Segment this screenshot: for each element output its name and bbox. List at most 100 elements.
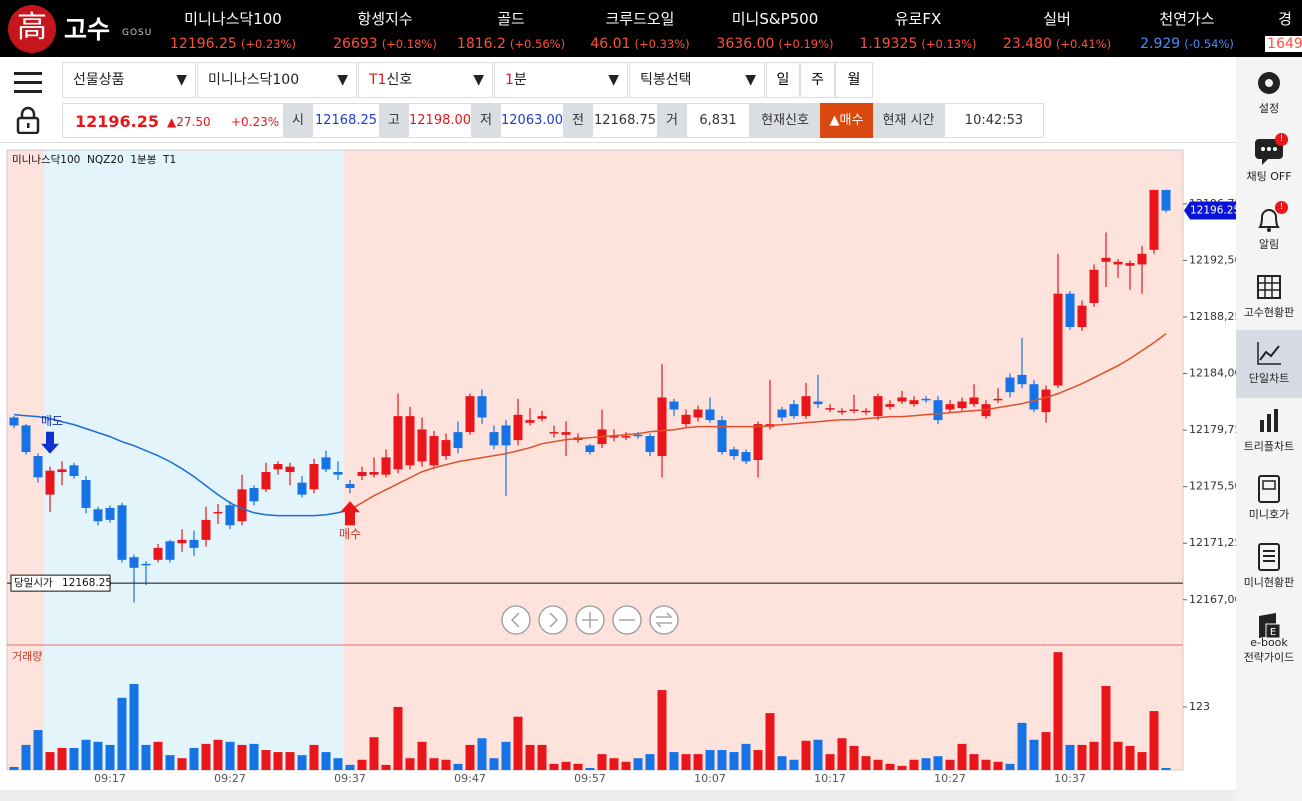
ticker-change: (+0.23%) — [240, 37, 296, 51]
candle-body — [189, 539, 199, 548]
volume-bar — [717, 750, 727, 770]
candle-body — [297, 482, 307, 495]
candle-body — [741, 452, 751, 462]
sidebar-item[interactable]: 미니현황판 — [1236, 534, 1302, 602]
field-label: 시 — [284, 103, 312, 138]
y-tick-label: 123 — [1189, 700, 1210, 713]
menu-icon[interactable] — [14, 70, 42, 94]
volume-bar — [417, 741, 427, 770]
ticker-name: 크루드오일 — [605, 10, 675, 28]
sidebar-label: 고수현황판 — [1243, 306, 1295, 319]
volume-bar — [117, 697, 127, 770]
ticker[interactable]: 미니S&P500 3636.00 (+0.19%) — [700, 0, 850, 57]
volume-bar — [777, 756, 787, 770]
ticker[interactable]: 경 1649 — [1210, 0, 1302, 57]
ticker[interactable]: 크루드오일 46.01 (+0.33%) — [565, 0, 715, 57]
dropdown[interactable]: T1신호 ▼ — [358, 62, 493, 98]
field-label: 저 — [472, 103, 500, 138]
period-button[interactable]: 일 — [766, 62, 800, 98]
candle-body — [549, 432, 559, 434]
ticker-quote: 1.19325 (+0.13%) — [843, 33, 993, 52]
volume-bar — [393, 706, 403, 770]
candle-body — [909, 400, 919, 405]
candle-body — [513, 414, 523, 441]
candle-body — [225, 505, 235, 526]
sidebar-item[interactable]: ! 알림 — [1236, 196, 1302, 264]
candle-body — [369, 472, 379, 475]
ticker[interactable]: 골드 1816.2 (+0.56%) — [436, 0, 586, 57]
candle-body — [669, 401, 679, 410]
sidebar-icon — [1254, 272, 1284, 302]
candle-body — [753, 424, 763, 461]
x-tick-label: 09:47 — [454, 772, 486, 785]
candle-body — [837, 410, 847, 413]
dropdown-arrow: ▼ — [608, 72, 619, 88]
candle-body — [957, 401, 967, 409]
ticker-price: 2.929 — [1140, 36, 1181, 52]
candle-body — [333, 472, 343, 475]
period-button[interactable]: 월 — [835, 62, 873, 98]
moving-average — [349, 333, 1167, 511]
candle-body — [897, 397, 907, 402]
sidebar-icon — [1254, 204, 1284, 234]
sidebar-label: 미니호가 — [1248, 508, 1290, 521]
quote-box: 12196.25 ▲27.50 +0.23% — [62, 103, 284, 138]
ticker[interactable]: 실버 23.480 (+0.41%) — [982, 0, 1132, 57]
ticker[interactable]: 천연가스 2.929 (-0.54%) — [1112, 0, 1262, 57]
quote-price: 12196.25 — [75, 112, 160, 131]
scroll-right-button[interactable] — [538, 605, 568, 635]
dropdown[interactable]: 선물상품 ▼ — [62, 62, 196, 98]
period-button[interactable]: 주 — [800, 62, 835, 98]
dropdown[interactable]: 미니나스닥100 ▼ — [197, 62, 357, 98]
volume-bar — [189, 747, 199, 770]
volume-bar — [9, 766, 19, 770]
reset-button[interactable] — [649, 605, 679, 635]
sidebar-item[interactable]: 미니호가 — [1236, 466, 1302, 534]
sidebar-item[interactable]: 단일차트 — [1236, 330, 1302, 398]
volume-bar — [705, 750, 715, 770]
toolbar: 선물상품 ▼ 미니나스닥100 ▼ T1신호 ▼ 1분 ▼ 틱봉선택 ▼ 일 주 월 12196.25 ▲2… — [0, 58, 1236, 143]
volume-bar — [597, 754, 607, 770]
x-tick-label: 09:17 — [94, 772, 126, 785]
volume-bar — [669, 752, 679, 770]
ticker[interactable]: 항셍지수 26693 (+0.18%) — [310, 0, 460, 57]
volume-bar — [177, 758, 187, 770]
candle-body — [861, 410, 871, 413]
x-tick-label: 10:07 — [694, 772, 726, 785]
dropdown[interactable]: 틱봉선택 ▼ — [629, 62, 765, 98]
candle-body — [381, 457, 391, 475]
ticker-price: 1816.2 — [456, 36, 506, 52]
volume-bar — [1053, 652, 1063, 770]
candle-body — [789, 404, 799, 417]
dropdown[interactable]: 1분 ▼ — [494, 62, 628, 98]
candle-body — [105, 507, 115, 520]
zoom-out-button[interactable] — [612, 605, 642, 635]
x-tick-label: 09:37 — [334, 772, 366, 785]
sidebar-item[interactable]: 고수현황판 — [1236, 264, 1302, 332]
volume-bar — [1089, 741, 1099, 770]
ticker[interactable]: 유로FX 1.19325 (+0.13%) — [843, 0, 993, 57]
sidebar-label: 미니현황판 — [1243, 576, 1295, 589]
volume-bar — [201, 743, 211, 770]
sidebar-icon — [1254, 474, 1284, 504]
sidebar-item[interactable]: ! 채팅 OFF — [1236, 128, 1302, 196]
sidebar-item[interactable]: 트리플차트 — [1236, 398, 1302, 466]
sidebar-item[interactable]: 설정 — [1236, 60, 1302, 128]
dropdown-text: 선물상품 — [73, 72, 125, 88]
volume-bar — [813, 739, 823, 770]
dropdown-arrow: ▼ — [337, 72, 348, 88]
volume-bar — [609, 758, 619, 770]
time-value: 10:42:53 — [944, 103, 1044, 138]
field-value: 12198.00 — [408, 103, 472, 138]
ticker[interactable]: 미니나스닥100 12196.25 (+0.23%) — [158, 0, 308, 57]
volume-bar — [261, 750, 271, 770]
candle-body — [21, 425, 31, 453]
zoom-in-button[interactable] — [575, 605, 605, 635]
sidebar-label: 알림 — [1258, 238, 1280, 251]
candle-body — [537, 416, 547, 419]
ticker-change: (+0.19%) — [778, 37, 834, 51]
scroll-left-button[interactable] — [501, 605, 531, 635]
y-tick-label: 12175,50 — [1189, 480, 1236, 493]
lock-icon[interactable] — [16, 106, 40, 134]
